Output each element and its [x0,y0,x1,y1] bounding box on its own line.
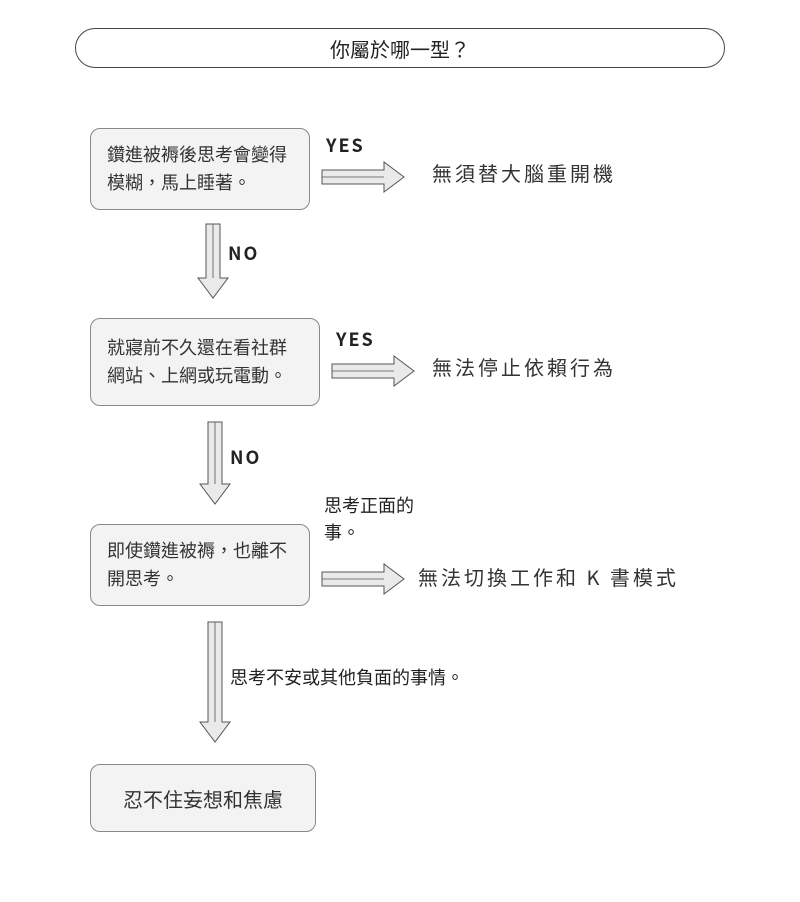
result-3: 無法切換工作和 K 書模式 [418,562,718,590]
result-4-text: 忍不住妄想和焦慮 [123,783,283,814]
edge-label-0: YES [326,132,365,158]
question-3: 即使鑽進被褥，也離不開思考。 [90,524,310,606]
edge-label-5: 思考不安或其他負面的事情。 [230,664,464,690]
result-2-text: 無法停止依賴行為 [432,352,616,381]
question-1-text: 鑽進被褥後思考會變得模糊，馬上睡著。 [107,141,293,197]
arrow-1 [196,222,230,300]
result-2: 無法停止依賴行為 [432,352,692,380]
question-3-text: 即使鑽進被褥，也離不開思考。 [107,537,293,593]
question-1: 鑽進被褥後思考會變得模糊，馬上睡著。 [90,128,310,210]
edge-label-1: NO [228,240,259,266]
arrow-2 [330,354,416,388]
arrow-5 [198,620,232,744]
edge-label-4: 思考正面的事。 [324,492,434,546]
arrow-3 [198,420,232,506]
result-1-text: 無須替大腦重開機 [432,158,616,187]
result-4-box: 忍不住妄想和焦慮 [90,764,316,832]
question-2: 就寢前不久還在看社群網站、上網或玩電動。 [90,318,320,406]
diagram-title-text: 你屬於哪一型？ [330,34,470,63]
diagram-title: 你屬於哪一型？ [75,28,725,68]
edge-label-3: NO [230,444,261,470]
arrow-0 [320,160,406,194]
result-3-text: 無法切換工作和 K 書模式 [418,562,679,591]
result-1: 無須替大腦重開機 [432,158,692,186]
edge-label-2: YES [336,326,375,352]
question-2-text: 就寢前不久還在看社群網站、上網或玩電動。 [107,334,303,390]
arrow-4 [320,562,406,596]
